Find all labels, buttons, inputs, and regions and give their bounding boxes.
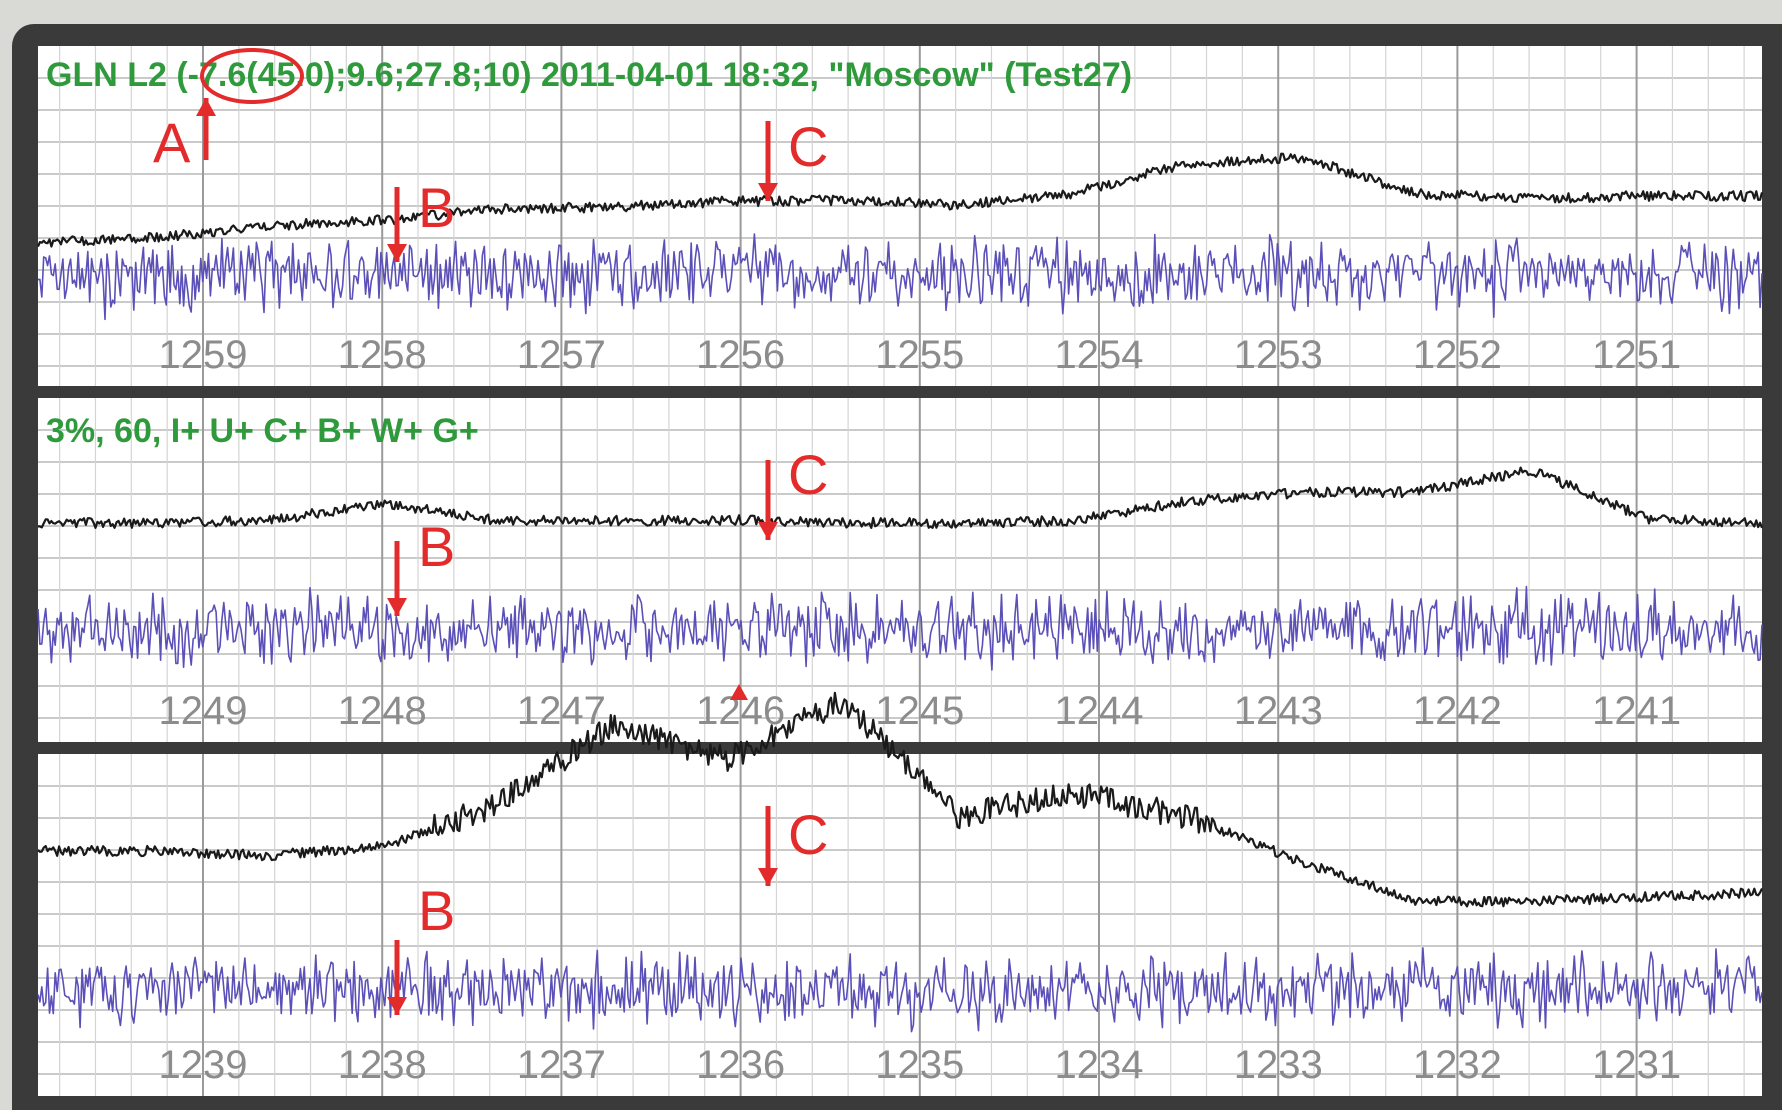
tick-label: 1255: [875, 333, 964, 377]
tick-label: 1259: [159, 333, 248, 377]
tick-label: 1234: [1055, 1043, 1144, 1087]
annotation-arrow-head: [387, 244, 407, 262]
annotation-label: B: [418, 879, 455, 942]
panel-background: [38, 46, 1762, 386]
tick-label: 1242: [1413, 689, 1502, 733]
tick-label: 1254: [1055, 333, 1144, 377]
annotation-layer: A B C B C B C: [153, 98, 828, 1015]
tick-label: 1243: [1234, 689, 1323, 733]
tick-label: 1233: [1234, 1043, 1323, 1087]
annotation-label: B: [418, 176, 455, 239]
tick-layer: 1259 1258 1257 1256 1255 1254 1253 1252 1251 1249…: [159, 333, 1682, 1087]
panel-background: [38, 398, 1762, 742]
annotation-label: A: [153, 111, 191, 174]
tick-label: 1257: [517, 333, 606, 377]
tick-label: 1248: [338, 689, 427, 733]
header-line: GLN L2 (-7.6(45.0);9.6;27.8;10) 2011-04-…: [46, 56, 1132, 94]
signal-trace-black: [37, 691, 1763, 908]
annotation-label: C: [788, 443, 828, 506]
annotation-label: C: [788, 803, 828, 866]
tick-label: 1252: [1413, 333, 1502, 377]
annotation-arrow-head: [758, 183, 778, 201]
annotation-arrow-head: [758, 868, 778, 886]
tick-label: 1237: [517, 1043, 606, 1087]
annotation-arrow-head: [387, 997, 407, 1015]
panel-background: [38, 754, 1762, 1096]
annotation-label: B: [418, 515, 455, 578]
annotation-label: C: [788, 115, 828, 178]
tick-label: 1238: [338, 1043, 427, 1087]
tick-label: 1258: [338, 333, 427, 377]
highlight-ellipse: [200, 48, 304, 104]
tick-label: 1231: [1592, 1043, 1681, 1087]
tick-label: 1239: [159, 1043, 248, 1087]
tick-label: 1253: [1234, 333, 1323, 377]
settings-line: 3%, 60, I+ U+ C+ B+ W+ G+: [46, 412, 479, 450]
signal-trace-black: [38, 466, 1764, 530]
trace-layer: [36, 152, 1764, 1033]
tick-label: 1241: [1592, 689, 1681, 733]
tick-label: 1249: [159, 689, 248, 733]
grid-layer: [38, 46, 1762, 1096]
tick-label: 1235: [875, 1043, 964, 1087]
signal-trace-blue: [37, 947, 1763, 1033]
tick-label: 1245: [875, 689, 964, 733]
signal-trace-blue: [37, 233, 1763, 321]
annotation-arrow-head: [758, 522, 778, 540]
tick-label: 1244: [1055, 689, 1144, 733]
signal-trace-black: [36, 152, 1764, 248]
marker-triangle: [730, 684, 748, 700]
annotation-arrow-head: [387, 598, 407, 616]
annotation-arrow-head: [196, 98, 216, 116]
tick-label: 1232: [1413, 1043, 1502, 1087]
tick-label: 1247: [517, 689, 606, 733]
tick-label: 1251: [1592, 333, 1681, 377]
tick-label: 1256: [696, 333, 785, 377]
tick-label: 1236: [696, 1043, 785, 1087]
signal-trace-blue: [37, 585, 1763, 671]
